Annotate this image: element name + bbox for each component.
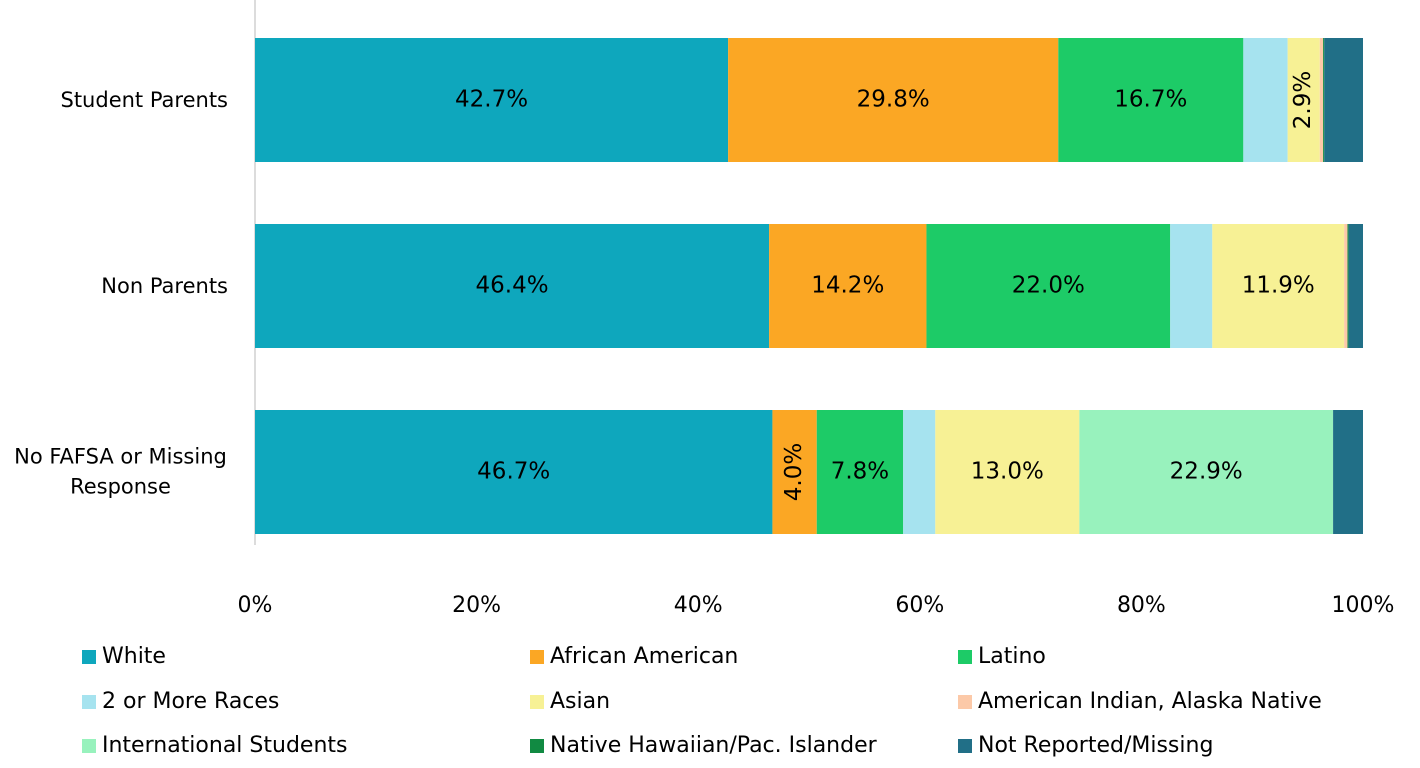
legend-label: Latino	[978, 644, 1046, 669]
data-label: 2.9%	[1290, 71, 1316, 129]
legend-swatch	[958, 650, 972, 664]
bar-segment	[1324, 38, 1363, 162]
category-label: Non Parents	[101, 273, 228, 298]
legend-swatch	[958, 739, 972, 753]
legend-swatch	[530, 695, 544, 709]
x-tick-label: 40%	[674, 593, 723, 618]
x-tick-label: 80%	[1117, 593, 1166, 618]
category-label: No FAFSA or Missing Response	[14, 444, 227, 499]
legend-swatch	[958, 695, 972, 709]
bar-segment	[1287, 38, 1320, 162]
legend-label: Native Hawaiian/Pac. Islander	[550, 733, 878, 758]
legend-label: American Indian, Alaska Native	[978, 689, 1322, 714]
legend-label: Asian	[550, 689, 610, 714]
legend-label: African American	[550, 644, 738, 669]
x-tick-label: 60%	[895, 593, 944, 618]
bar-segment	[769, 224, 927, 348]
legend-label: White	[102, 644, 166, 669]
bar-segment	[1079, 410, 1334, 534]
bar-segment	[255, 224, 770, 348]
x-tick-label: 20%	[452, 593, 501, 618]
category-label-box: No FAFSA or Missing Response	[13, 442, 228, 503]
bar-segment	[1348, 224, 1363, 348]
bar-segment	[816, 410, 904, 534]
bar-segment	[255, 38, 729, 162]
x-tick-label: 0%	[238, 593, 273, 618]
bar-segment	[772, 410, 817, 534]
legend-label: 2 or More Races	[102, 689, 279, 714]
bar-segment	[926, 224, 1171, 348]
category-label: Student Parents	[60, 87, 228, 112]
category-label-box: Student Parents	[60, 85, 228, 115]
category-label-box: Non Parents	[101, 271, 228, 301]
data-label: 22.0%	[1012, 273, 1085, 299]
bar-segment	[255, 410, 773, 534]
data-label: 29.8%	[857, 87, 930, 113]
data-label: 46.4%	[476, 273, 549, 299]
data-label: 13.0%	[971, 459, 1044, 485]
bar-segment	[1058, 38, 1244, 162]
x-tick-label: 100%	[1332, 593, 1395, 618]
bar-segment	[1319, 38, 1324, 162]
data-label: 16.7%	[1114, 87, 1187, 113]
bar-segment	[1323, 38, 1325, 162]
data-label: 11.9%	[1242, 273, 1315, 299]
legend-swatch	[530, 650, 544, 664]
data-label: 46.7%	[477, 459, 550, 485]
bar-segment	[1243, 38, 1288, 162]
data-label: 14.2%	[811, 273, 884, 299]
bar-segment	[1212, 224, 1345, 348]
bar-segment	[935, 410, 1080, 534]
bar-segment	[1333, 410, 1363, 534]
bar-segment	[903, 410, 936, 534]
bar-segment	[1344, 224, 1348, 348]
legend-swatch	[82, 739, 96, 753]
legend-label: International Students	[102, 733, 347, 758]
bar-segment	[1347, 224, 1349, 348]
data-label: 42.7%	[455, 87, 528, 113]
data-label: 7.8%	[831, 459, 889, 485]
legend-swatch	[530, 739, 544, 753]
legend-swatch	[82, 695, 96, 709]
data-label: 22.9%	[1170, 459, 1243, 485]
legend-swatch	[82, 650, 96, 664]
legend-label: Not Reported/Missing	[978, 733, 1213, 758]
bar-segment	[728, 38, 1059, 162]
bar-segment	[1170, 224, 1213, 348]
data-label: 4.0%	[781, 443, 807, 501]
